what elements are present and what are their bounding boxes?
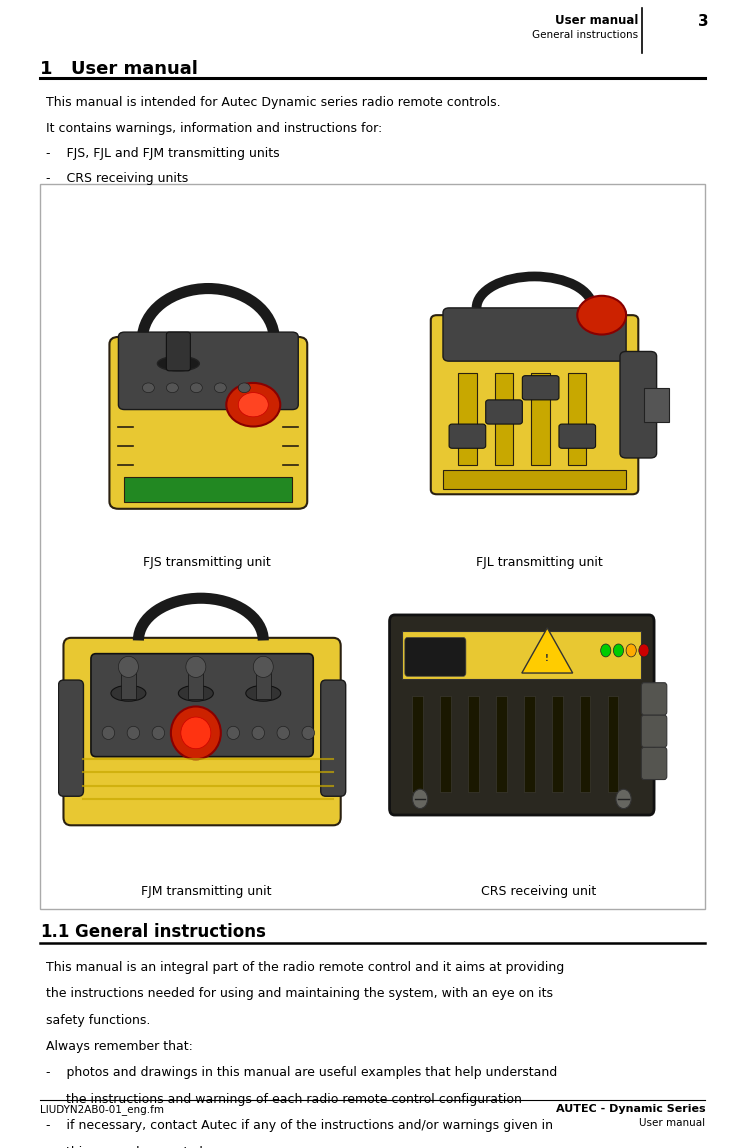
Bar	[124, 478, 292, 502]
Text: This manual is an integral part of the radio remote control and it aims at provi: This manual is an integral part of the r…	[46, 961, 564, 974]
Circle shape	[302, 727, 314, 739]
FancyBboxPatch shape	[64, 638, 341, 825]
Text: -    if necessary, contact Autec if any of the instructions and/or warnings give: - if necessary, contact Autec if any of …	[46, 1119, 553, 1132]
Circle shape	[238, 393, 268, 417]
Text: 1: 1	[40, 60, 53, 78]
Bar	[553, 696, 563, 792]
FancyBboxPatch shape	[405, 637, 466, 676]
Circle shape	[171, 706, 221, 759]
Circle shape	[143, 383, 154, 393]
FancyBboxPatch shape	[167, 332, 190, 371]
Circle shape	[601, 644, 611, 657]
Circle shape	[214, 383, 227, 393]
Bar	[495, 373, 513, 465]
Text: -    FJS, FJL and FJM transmitting units: - FJS, FJL and FJM transmitting units	[46, 147, 280, 160]
Circle shape	[613, 644, 624, 657]
Text: Always remember that:: Always remember that:	[46, 1040, 193, 1053]
FancyBboxPatch shape	[449, 424, 485, 448]
FancyBboxPatch shape	[431, 316, 638, 495]
Text: 3: 3	[698, 14, 708, 29]
Text: CRS receiving unit: CRS receiving unit	[482, 885, 596, 898]
Text: General instructions: General instructions	[75, 923, 266, 941]
FancyBboxPatch shape	[390, 615, 654, 815]
Circle shape	[616, 789, 631, 808]
Text: FJL transmitting unit: FJL transmitting unit	[476, 556, 602, 568]
Circle shape	[277, 727, 289, 739]
FancyBboxPatch shape	[118, 332, 298, 410]
Circle shape	[227, 383, 280, 427]
Circle shape	[238, 383, 250, 393]
FancyBboxPatch shape	[443, 308, 626, 362]
Text: 1.1: 1.1	[40, 923, 69, 941]
Circle shape	[227, 727, 240, 739]
Circle shape	[181, 718, 211, 748]
Circle shape	[167, 383, 178, 393]
Circle shape	[152, 727, 164, 739]
FancyBboxPatch shape	[620, 351, 656, 458]
Bar	[524, 696, 534, 792]
Circle shape	[190, 383, 202, 393]
Circle shape	[127, 727, 140, 739]
Bar	[40, 184, 705, 909]
FancyBboxPatch shape	[321, 680, 346, 797]
Circle shape	[254, 657, 273, 677]
FancyBboxPatch shape	[91, 653, 313, 757]
Bar	[412, 696, 423, 792]
Circle shape	[102, 727, 115, 739]
Circle shape	[186, 657, 206, 677]
Ellipse shape	[178, 685, 213, 701]
Bar	[189, 667, 203, 698]
Text: LIUDYN2AB0-01_eng.fm: LIUDYN2AB0-01_eng.fm	[40, 1104, 164, 1116]
Circle shape	[577, 296, 626, 334]
Text: -    photos and drawings in this manual are useful examples that help understand: - photos and drawings in this manual are…	[46, 1066, 557, 1079]
Text: This manual is intended for Autec Dynamic series radio remote controls.: This manual is intended for Autec Dynami…	[46, 96, 501, 109]
Text: FJS transmitting unit: FJS transmitting unit	[143, 556, 270, 568]
Bar	[121, 667, 136, 698]
Bar	[458, 373, 477, 465]
Circle shape	[252, 727, 265, 739]
Text: User manual: User manual	[71, 60, 198, 78]
Bar	[645, 388, 669, 421]
Bar	[580, 696, 591, 792]
Text: safety functions.: safety functions.	[46, 1014, 151, 1026]
Bar	[256, 667, 270, 698]
FancyBboxPatch shape	[485, 400, 523, 424]
Bar	[531, 373, 550, 465]
Text: User manual: User manual	[640, 1118, 705, 1128]
FancyBboxPatch shape	[641, 747, 667, 779]
Polygon shape	[522, 628, 572, 673]
FancyBboxPatch shape	[58, 680, 83, 797]
Text: It contains warnings, information and instructions for:: It contains warnings, information and in…	[46, 122, 382, 134]
Text: FJM transmitting unit: FJM transmitting unit	[141, 885, 272, 898]
Bar	[568, 373, 586, 465]
FancyBboxPatch shape	[641, 683, 667, 715]
Text: -    CRS receiving units: - CRS receiving units	[46, 172, 189, 185]
Circle shape	[412, 789, 428, 808]
FancyBboxPatch shape	[559, 424, 596, 448]
FancyBboxPatch shape	[110, 338, 307, 509]
Text: the instructions and warnings of each radio remote control configuration: the instructions and warnings of each ra…	[46, 1093, 522, 1106]
Text: General instructions: General instructions	[532, 30, 638, 40]
FancyBboxPatch shape	[523, 375, 559, 400]
Text: AUTEC - Dynamic Series: AUTEC - Dynamic Series	[556, 1104, 705, 1115]
Circle shape	[626, 644, 636, 657]
Bar	[608, 696, 618, 792]
Circle shape	[118, 657, 138, 677]
Bar	[469, 696, 479, 792]
Ellipse shape	[111, 685, 146, 701]
Bar	[441, 696, 450, 792]
Text: User manual: User manual	[555, 14, 638, 26]
Text: !: !	[545, 654, 549, 664]
Ellipse shape	[157, 356, 200, 371]
Text: the instructions needed for using and maintaining the system, with an eye on its: the instructions needed for using and ma…	[46, 987, 553, 1000]
Bar	[496, 696, 507, 792]
FancyBboxPatch shape	[641, 715, 667, 747]
Bar	[402, 631, 641, 680]
Ellipse shape	[246, 685, 281, 701]
Circle shape	[639, 644, 649, 657]
Text: this manual are not clear.: this manual are not clear.	[46, 1146, 227, 1148]
Bar	[443, 470, 626, 489]
